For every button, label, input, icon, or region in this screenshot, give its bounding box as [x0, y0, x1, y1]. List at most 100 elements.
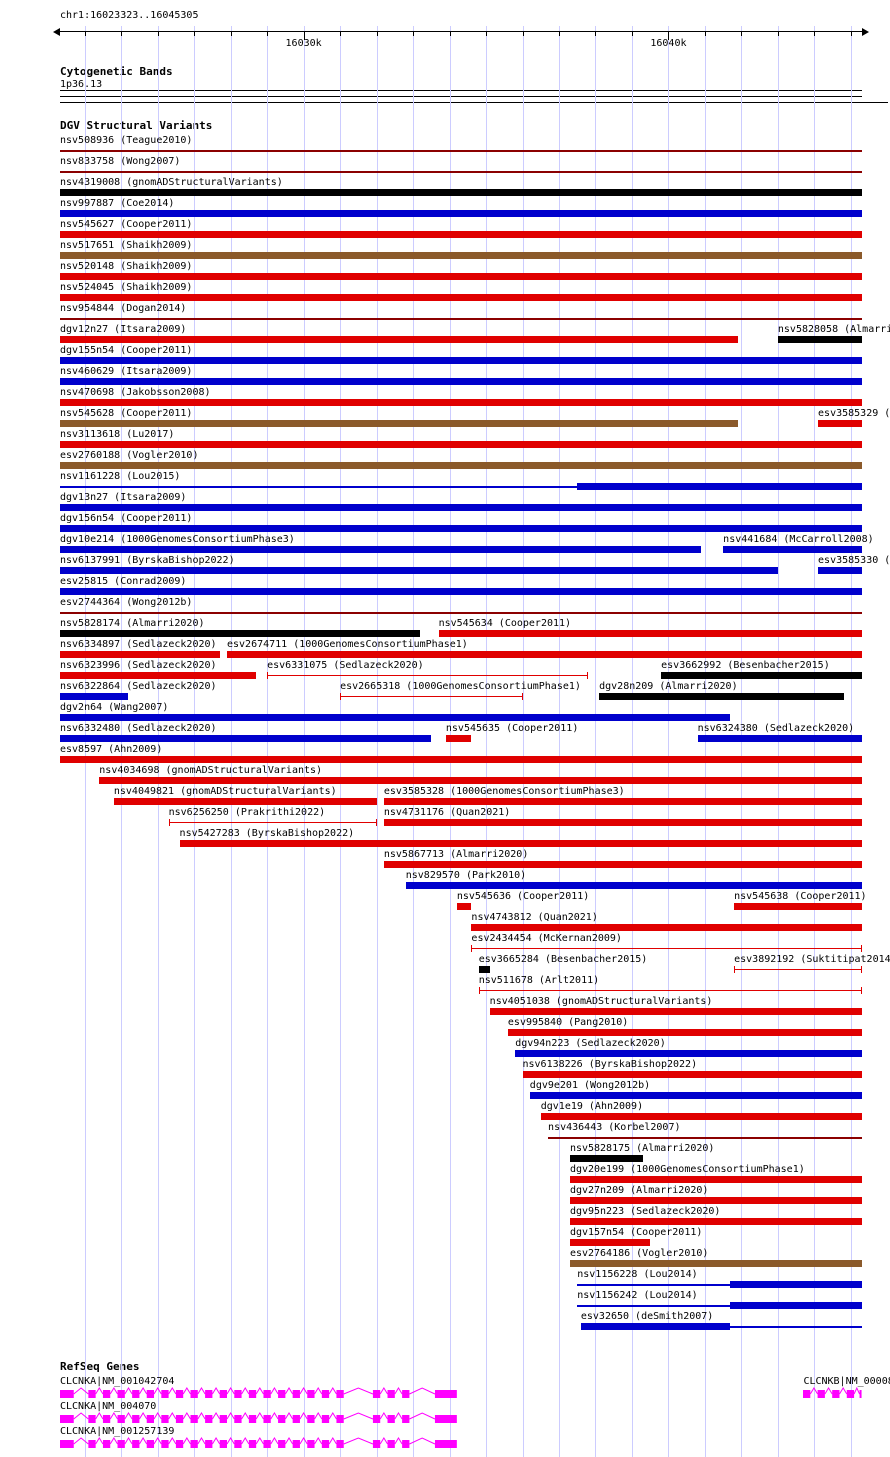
- variant-label[interactable]: nsv545635 (Cooper2011): [445, 723, 579, 734]
- variant-label[interactable]: nsv4743812 (Quan2021): [471, 912, 598, 923]
- variant-bar[interactable]: [548, 1137, 862, 1139]
- gene-model[interactable]: [58, 1437, 461, 1450]
- variant-bar[interactable]: [60, 588, 862, 595]
- variant-bar[interactable]: [383, 798, 862, 805]
- variant-label[interactable]: dgv20e199 (1000GenomesConsortiumPhase1): [569, 1164, 805, 1175]
- variant-label[interactable]: nsv545634 (Cooper2011): [438, 618, 572, 629]
- variant-bar[interactable]: [267, 675, 589, 676]
- variant-bar[interactable]: [60, 693, 129, 700]
- variant-bar[interactable]: [226, 651, 862, 658]
- variant-label[interactable]: dgv157n54 (Cooper2011): [569, 1227, 703, 1238]
- variant-bar[interactable]: [60, 252, 862, 259]
- variant-bar[interactable]: [438, 630, 862, 637]
- variant-bar[interactable]: [60, 189, 862, 196]
- variant-label[interactable]: nsv6323996 (Sedlazeck2020): [60, 660, 217, 671]
- variant-label[interactable]: nsv6322864 (Sedlazeck2020): [60, 681, 217, 692]
- variant-label[interactable]: nsv520148 (Shaikh2009): [60, 261, 193, 272]
- variant-label[interactable]: nsv4051038 (gnomADStructuralVariants): [489, 996, 713, 1007]
- variant-bar[interactable]: [569, 1197, 862, 1204]
- variant-label[interactable]: esv2764186 (Vogler2010): [569, 1248, 709, 1259]
- variant-label[interactable]: dgv95n223 (Sedlazeck2020): [569, 1206, 721, 1217]
- variant-bar[interactable]: [60, 651, 220, 658]
- variant-bar[interactable]: [60, 378, 862, 385]
- variant-label[interactable]: nsv460629 (Itsara2009): [60, 366, 193, 377]
- variant-label[interactable]: nsv997887 (Coe2014): [60, 198, 175, 209]
- variant-bar[interactable]: [818, 567, 862, 574]
- variant-label[interactable]: nsv5828058 (Almarri2020): [777, 324, 890, 335]
- gene-label[interactable]: CLCNKA|NM_004070: [60, 1401, 157, 1412]
- variant-bar[interactable]: [507, 1029, 862, 1036]
- variant-bar[interactable]: [60, 420, 738, 427]
- variant-label[interactable]: nsv470698 (Jakobsson2008): [60, 387, 211, 398]
- variant-bar[interactable]: [569, 1218, 862, 1225]
- variant-bar[interactable]: [734, 969, 862, 970]
- variant-bar[interactable]: [697, 735, 862, 742]
- variant-label[interactable]: nsv545628 (Cooper2011): [60, 408, 193, 419]
- variant-bar[interactable]: [60, 294, 862, 301]
- variant-label[interactable]: nsv829570 (Park2010): [405, 870, 527, 881]
- variant-bar[interactable]: [522, 1071, 862, 1078]
- variant-bar[interactable]: [60, 567, 778, 574]
- variant-bar[interactable]: [60, 462, 862, 469]
- variant-label[interactable]: nsv436443 (Korbel2007): [548, 1122, 681, 1133]
- variant-bar[interactable]: [569, 1155, 643, 1162]
- variant-bar[interactable]: [478, 990, 862, 991]
- variant-outer-span[interactable]: [577, 1305, 862, 1307]
- variant-label[interactable]: esv3585330 (1000GenomesConsortiumPhase3): [818, 555, 890, 566]
- variant-label[interactable]: esv2665318 (1000GenomesConsortiumPhase1): [340, 681, 581, 692]
- variant-bar[interactable]: [99, 777, 862, 784]
- variant-bar[interactable]: [60, 672, 257, 679]
- variant-bar[interactable]: [60, 546, 702, 553]
- variant-label[interactable]: nsv545636 (Cooper2011): [456, 891, 590, 902]
- variant-bar[interactable]: [569, 1239, 651, 1246]
- variant-label[interactable]: dgv9e201 (Wong2012b): [529, 1080, 651, 1091]
- variant-bar[interactable]: [471, 948, 862, 949]
- variant-label[interactable]: nsv5867713 (Almarri2020): [383, 849, 529, 860]
- variant-label[interactable]: dgv156n54 (Cooper2011): [60, 513, 193, 524]
- variant-bar[interactable]: [723, 546, 862, 553]
- variant-bar[interactable]: [60, 735, 432, 742]
- variant-bar[interactable]: [60, 171, 862, 173]
- variant-label[interactable]: esv8597 (Ahn2009): [60, 744, 163, 755]
- variant-bar[interactable]: [60, 231, 862, 238]
- gene-model[interactable]: [801, 1387, 866, 1400]
- variant-bar[interactable]: [60, 150, 862, 152]
- variant-label[interactable]: esv2760188 (Vogler2010): [60, 450, 199, 461]
- variant-bar[interactable]: [60, 210, 862, 217]
- variant-bar[interactable]: [445, 735, 472, 742]
- variant-label[interactable]: nsv833758 (Wong2007): [60, 156, 181, 167]
- variant-label[interactable]: esv3585328 (1000GenomesConsortiumPhase3): [383, 786, 625, 797]
- variant-bar[interactable]: [340, 696, 523, 697]
- variant-bar[interactable]: [456, 903, 472, 910]
- variant-bar[interactable]: [529, 1092, 862, 1099]
- variant-label[interactable]: nsv4049821 (gnomADStructuralVariants): [113, 786, 337, 797]
- variant-label[interactable]: dgv2n64 (Wang2007): [60, 702, 169, 713]
- variant-bar[interactable]: [60, 441, 862, 448]
- cytoband-box[interactable]: [60, 90, 862, 97]
- variant-bar[interactable]: [478, 966, 490, 973]
- variant-bar[interactable]: [661, 672, 862, 679]
- variant-bar[interactable]: [471, 924, 862, 931]
- variant-bar[interactable]: [818, 420, 862, 427]
- variant-bar[interactable]: [60, 357, 862, 364]
- variant-label[interactable]: esv32650 (deSmith2007): [580, 1311, 714, 1322]
- variant-bar[interactable]: [580, 1323, 731, 1330]
- variant-label[interactable]: dgv28n209 (Almarri2020): [599, 681, 738, 692]
- variant-label[interactable]: nsv1156242 (Lou2014): [577, 1290, 698, 1301]
- variant-label[interactable]: esv25815 (Conrad2009): [60, 576, 187, 587]
- variant-bar[interactable]: [383, 861, 862, 868]
- gene-model[interactable]: [58, 1412, 461, 1425]
- variant-label[interactable]: esv2744364 (Wong2012b): [60, 597, 193, 608]
- variant-bar[interactable]: [515, 1050, 862, 1057]
- variant-label[interactable]: dgv27n209 (Almarri2020): [569, 1185, 709, 1196]
- variant-bar[interactable]: [60, 504, 862, 511]
- variant-label[interactable]: nsv6256250 (Prakrithi2022): [168, 807, 326, 818]
- variant-label[interactable]: nsv4034698 (gnomADStructuralVariants): [99, 765, 323, 776]
- variant-bar[interactable]: [60, 318, 862, 320]
- variant-label[interactable]: esv995840 (Pang2010): [507, 1017, 629, 1028]
- variant-bar[interactable]: [168, 822, 377, 823]
- variant-label[interactable]: nsv5828174 (Almarri2020): [60, 618, 205, 629]
- variant-label[interactable]: esv3665284 (Besenbacher2015): [478, 954, 648, 965]
- variant-label[interactable]: dgv155n54 (Cooper2011): [60, 345, 193, 356]
- variant-label[interactable]: nsv3113618 (Lu2017): [60, 429, 175, 440]
